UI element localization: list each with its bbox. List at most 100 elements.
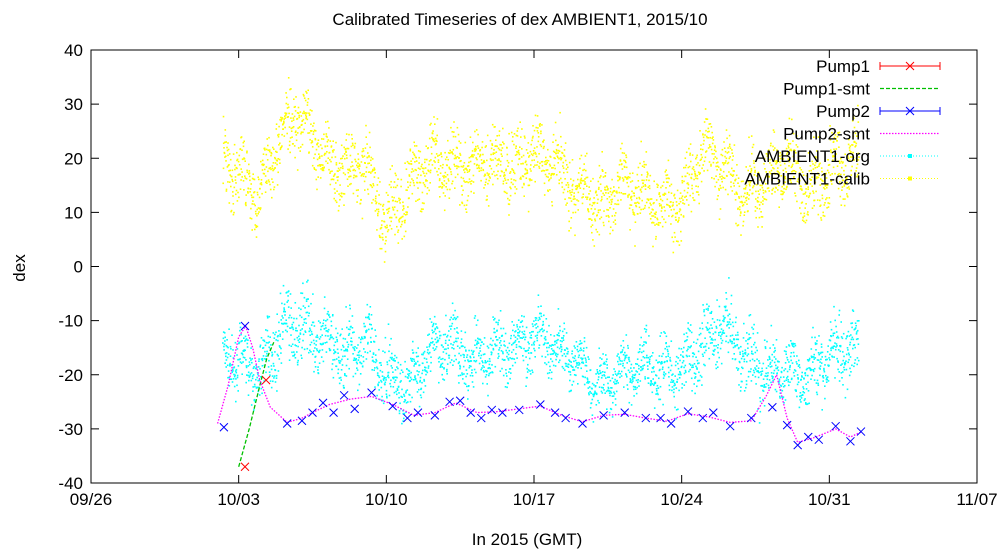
- data-point: [402, 209, 404, 211]
- data-point: [723, 177, 726, 179]
- data-point: [499, 143, 501, 146]
- data-point: [267, 179, 270, 181]
- data-point: [292, 126, 295, 128]
- data-point: [339, 360, 342, 362]
- data-point: [419, 181, 422, 184]
- data-point: [488, 367, 490, 369]
- data-point: [454, 176, 457, 179]
- data-point: [246, 169, 248, 172]
- data-point: [532, 150, 535, 152]
- data-point: [326, 151, 328, 153]
- data-point: [664, 332, 666, 334]
- data-point: [706, 303, 708, 306]
- data-point: [401, 396, 403, 398]
- data-point: [691, 187, 693, 190]
- data-point: [592, 212, 595, 214]
- data-point: [537, 325, 539, 328]
- data-point: [511, 160, 513, 162]
- data-point: [525, 160, 527, 163]
- data-point: [326, 313, 329, 315]
- data-point: [384, 336, 387, 339]
- data-point: [783, 385, 785, 388]
- data-point: [626, 181, 628, 184]
- data-point: [697, 162, 699, 164]
- data-point: [368, 131, 371, 134]
- data-point: [539, 125, 541, 127]
- data-point: [282, 128, 284, 130]
- data-point: [679, 359, 681, 362]
- data-point: [814, 342, 817, 344]
- data-point: [761, 226, 763, 228]
- data-point: [518, 152, 520, 154]
- data-point: [808, 402, 810, 405]
- data-point: [632, 211, 634, 213]
- data-point: [492, 347, 495, 350]
- data-point: [496, 177, 499, 180]
- data-point: [383, 220, 386, 223]
- data-point: [830, 328, 833, 331]
- data-point: [576, 348, 578, 351]
- data-point: [472, 156, 474, 158]
- data-point: [723, 305, 726, 308]
- data-point: [269, 166, 272, 169]
- data-point: [686, 191, 689, 194]
- data-point: [499, 340, 502, 342]
- data-point: [277, 136, 280, 138]
- data-point: [718, 305, 721, 308]
- data-point: [662, 181, 665, 183]
- data-point: [456, 327, 458, 329]
- data-point: [278, 345, 281, 347]
- data-point: [258, 211, 260, 213]
- data-point: [366, 316, 369, 319]
- data-point: [403, 417, 405, 420]
- data-point: [651, 391, 654, 394]
- data-point: [296, 336, 299, 339]
- data-point: [426, 192, 428, 195]
- data-point: [851, 309, 854, 311]
- data-point: [597, 378, 600, 381]
- data-point: [746, 196, 748, 199]
- data-point: [681, 181, 684, 184]
- data-point: [318, 362, 321, 364]
- data-point: [685, 164, 688, 167]
- data-point: [453, 328, 456, 330]
- data-point: [480, 344, 482, 347]
- data-point: [421, 353, 423, 356]
- data-point: [692, 352, 695, 354]
- data-point: [728, 171, 730, 173]
- data-point: [543, 337, 546, 340]
- data-point: [698, 173, 701, 176]
- data-point: [471, 369, 473, 371]
- data-point: [693, 199, 696, 202]
- data-point: [632, 385, 635, 388]
- data-point: [687, 346, 690, 348]
- data-point: [475, 324, 478, 326]
- data-point: [715, 162, 718, 164]
- data-point: [514, 341, 516, 343]
- data-point: [773, 167, 775, 170]
- data-point: [511, 357, 514, 360]
- data-point: [679, 200, 682, 203]
- data-point: [608, 196, 611, 198]
- data-point: [540, 335, 543, 337]
- data-point: [690, 331, 693, 334]
- data-point: [308, 132, 311, 134]
- data-point: [327, 330, 329, 333]
- data-point: [519, 330, 521, 333]
- data-point: [596, 371, 599, 373]
- data-point: [721, 154, 724, 157]
- data-point: [265, 355, 267, 357]
- data-point: [606, 208, 608, 211]
- data-point: [763, 157, 766, 160]
- data-point: [737, 334, 739, 336]
- data-point: [788, 384, 790, 387]
- data-point: [682, 215, 685, 217]
- data-point: [240, 333, 242, 336]
- data-point: [387, 208, 390, 210]
- data-point: [448, 152, 451, 155]
- data-point: [624, 351, 626, 354]
- data-point: [266, 182, 268, 184]
- data-point: [631, 370, 633, 372]
- data-point: [346, 358, 349, 360]
- data-point: [720, 178, 723, 180]
